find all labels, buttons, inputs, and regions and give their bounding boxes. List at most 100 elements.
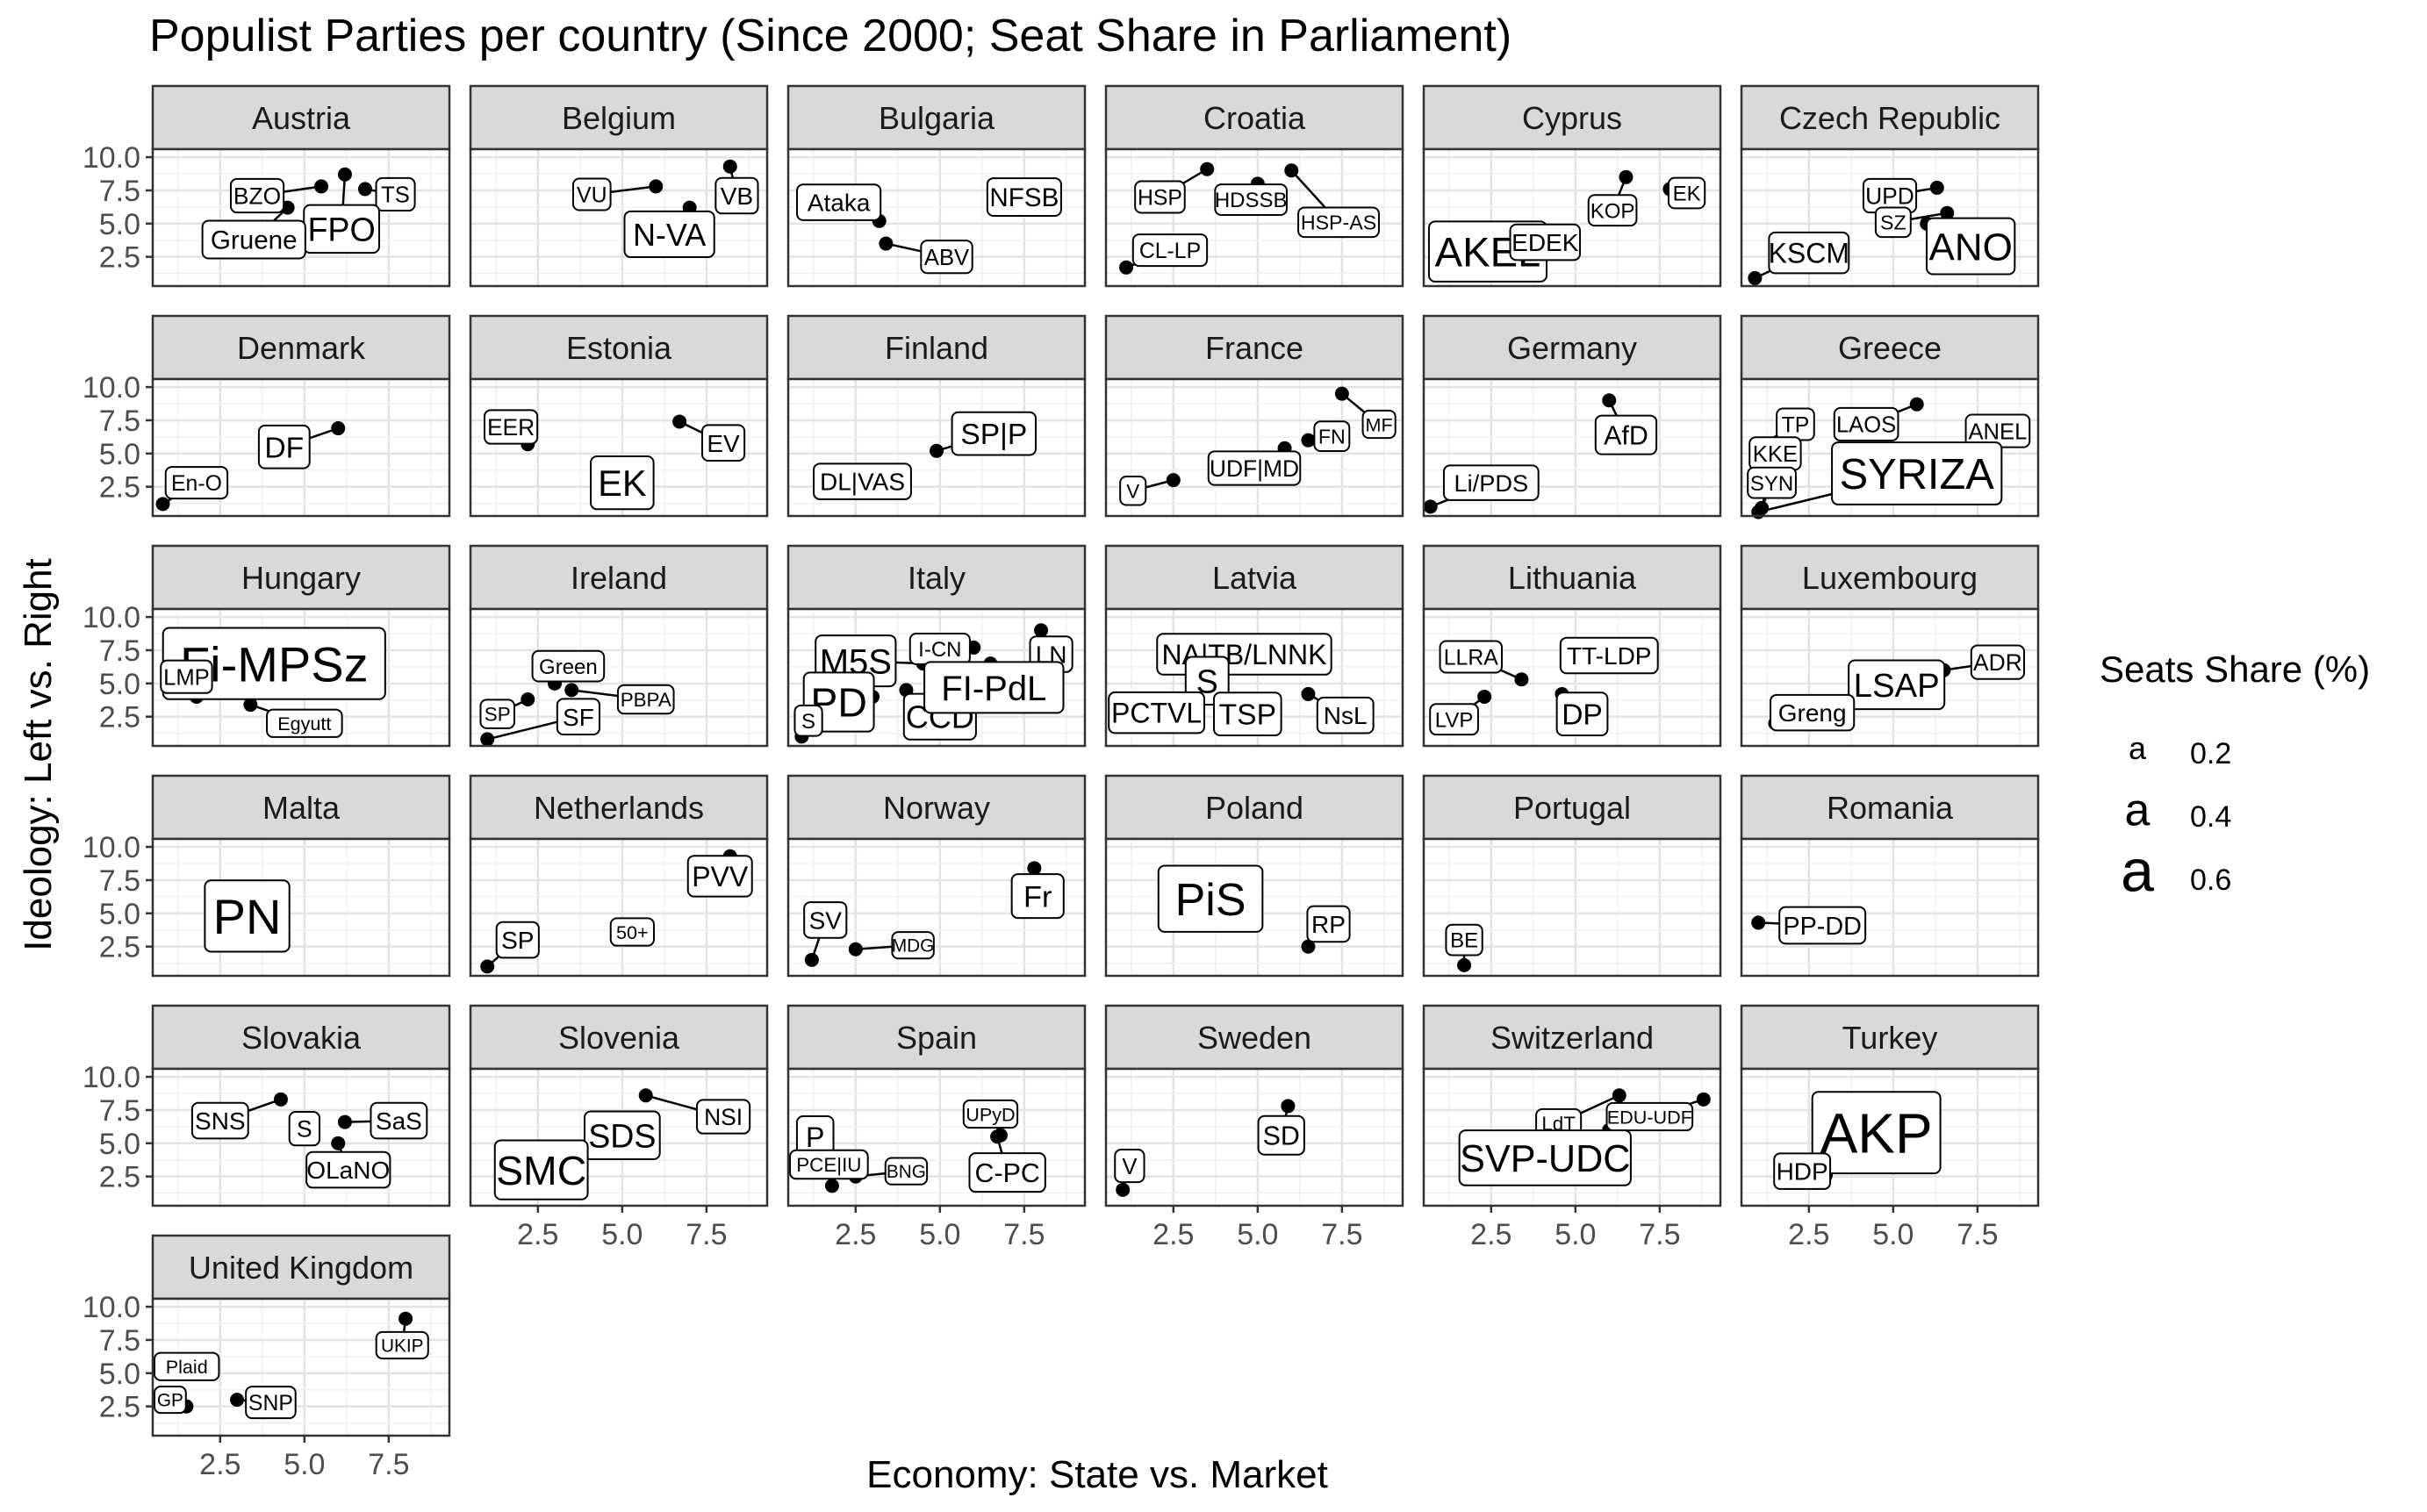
panel-spain: Spain P UPyD PCE|IU BNG C-PC 2.5 5.0 7.5 xyxy=(786,1004,1087,1251)
panel-border xyxy=(1104,1067,1404,1207)
y-tick-label: 2.5 xyxy=(99,241,140,275)
party-label-hsp: HSP xyxy=(1134,180,1186,214)
panel-strip-label: Finland xyxy=(885,330,988,366)
party-label-text: HSP xyxy=(1138,186,1182,210)
party-label-laos: LAOS xyxy=(1833,406,1899,442)
legend-entries: a 0.2 a 0.4 a 0.6 xyxy=(2121,730,2231,904)
party-point-sz xyxy=(1940,205,1955,220)
panel-strip xyxy=(786,84,1087,151)
party-point-vu xyxy=(649,179,664,194)
party-point-sp xyxy=(480,959,495,974)
panel-lithuania: Lithuania LLRA TT-LDP LVP DP xyxy=(1422,544,1722,748)
party-label-box xyxy=(556,698,600,735)
party-label-box xyxy=(1114,1149,1145,1184)
panel-grid xyxy=(1106,1069,1403,1206)
party-point-df xyxy=(331,421,346,436)
party-label-text: PCE|IU xyxy=(796,1154,861,1176)
party-label-ev: EV xyxy=(700,424,746,462)
party-label-text: ABV xyxy=(924,246,969,270)
panel-border xyxy=(151,377,451,518)
party-label-text: DL|VAS xyxy=(820,469,905,496)
party-label-text: SVP-UDC xyxy=(1460,1138,1630,1180)
x-tick-label: 7.5 xyxy=(368,1448,409,1481)
x-tick-label: 5.0 xyxy=(1555,1218,1596,1251)
party-label-text: VU xyxy=(577,183,607,207)
party-point-sns xyxy=(273,1092,288,1107)
panel-strip-label: Hungary xyxy=(241,560,361,596)
panel-border xyxy=(469,1067,769,1207)
party-label-text: Fr xyxy=(1023,881,1052,914)
party-label-box xyxy=(962,1099,1019,1129)
party-label-box xyxy=(479,699,515,729)
party-label-text: NsL xyxy=(1324,702,1368,729)
party-label-udf-md: UDF|MD xyxy=(1207,450,1302,486)
party-label-nsi: NSI xyxy=(695,1099,751,1135)
party-point-sd xyxy=(1281,1099,1296,1114)
panel-poland: Poland PiS RP xyxy=(1104,774,1404,978)
panel-romania: Romania PP-DD xyxy=(1740,774,2040,978)
panel-croatia: Croatia HSP HDSSB HSP-AS CL-LP xyxy=(1104,84,1404,288)
party-point-snp xyxy=(230,1393,245,1408)
party-label-i-cn: I-CN xyxy=(908,633,971,665)
y-tick-label: 10.0 xyxy=(83,141,140,175)
panel-border xyxy=(151,1297,451,1437)
party-label-box xyxy=(190,1101,249,1140)
party-label-pvv: PVV xyxy=(686,855,753,898)
party-label-text: UPD xyxy=(1865,183,1914,210)
party-point-abv xyxy=(879,236,894,251)
panel-strip xyxy=(151,774,451,841)
party-label-text: PCTVL xyxy=(1111,698,1202,729)
party-label-box xyxy=(813,462,912,500)
party-label-box xyxy=(1119,475,1147,506)
party-label-en-o: En-O xyxy=(164,466,229,500)
party-label-pctvl: PCTVL xyxy=(1108,691,1206,735)
party-label-lvp: LVP xyxy=(1429,703,1479,736)
party-label-sp: SP xyxy=(479,699,515,729)
party-label-box xyxy=(531,649,606,683)
party-label-sf: SF xyxy=(556,698,600,735)
party-label-text: TSP xyxy=(1219,699,1276,732)
party-point-afd xyxy=(1602,393,1617,408)
party-label-text: TT-LDP xyxy=(1567,642,1651,670)
party-label-box xyxy=(796,183,882,221)
y-tick-label: 7.5 xyxy=(99,1324,140,1358)
party-label-box xyxy=(154,1386,187,1415)
party-label-box xyxy=(951,411,1038,456)
party-label-abv: ABV xyxy=(920,240,973,275)
party-label-box xyxy=(204,879,291,953)
panel-ireland: Ireland Green PBPA SP SF xyxy=(469,544,769,748)
panel-denmark: Denmark DF En-O 2.55.07.510.0 xyxy=(83,314,451,518)
panel-norway: Norway SV MDG Fr xyxy=(786,774,1087,978)
party-label-text: EDU-UDF xyxy=(1607,1106,1692,1128)
panel-border xyxy=(151,837,451,978)
party-point-olano xyxy=(331,1136,346,1150)
party-label-box xyxy=(1429,703,1479,736)
party-label-text: LVP xyxy=(1435,708,1474,732)
x-tick-label: 5.0 xyxy=(284,1448,325,1481)
party-label-text: Egyutt xyxy=(277,713,331,735)
party-label-box xyxy=(1605,1101,1694,1132)
party-label-text: OLaNO xyxy=(306,1157,390,1184)
x-tick-label: 5.0 xyxy=(601,1218,643,1251)
party-label-df: DF xyxy=(257,424,311,469)
party-label-box xyxy=(803,901,848,939)
y-tick-label: 7.5 xyxy=(99,405,140,438)
panel-strip xyxy=(1422,314,1722,381)
party-label-text: Plaid xyxy=(166,1356,208,1378)
party-label-text: BE xyxy=(1450,929,1478,953)
party-label-box xyxy=(1214,183,1288,216)
panel-strip xyxy=(1104,314,1404,381)
panel-plot-area xyxy=(153,149,449,286)
panel-strip-label: Turkey xyxy=(1842,1020,1938,1056)
panel-strip xyxy=(1422,1004,1722,1071)
panel-strip-label: Greece xyxy=(1838,330,1942,366)
party-label-box xyxy=(1555,692,1609,737)
party-point-sf xyxy=(480,732,495,747)
party-label-ataka: Ataka xyxy=(796,183,882,221)
panel-strip-label: Portugal xyxy=(1513,790,1631,826)
party-label-box xyxy=(986,177,1062,217)
party-label-text: PBPA xyxy=(621,689,671,711)
party-label-edu-udf: EDU-UDF xyxy=(1605,1101,1694,1132)
party-point-li-pds xyxy=(1423,499,1438,514)
